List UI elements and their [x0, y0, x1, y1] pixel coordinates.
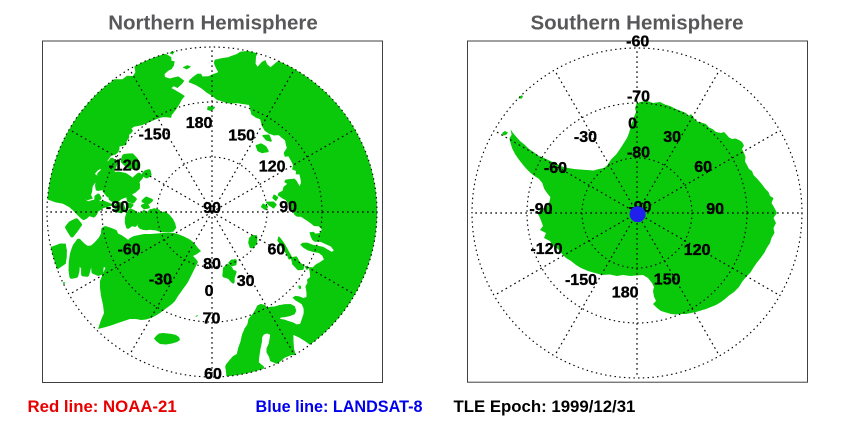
svg-text:90: 90 [279, 199, 297, 216]
svg-text:-120: -120 [530, 241, 562, 258]
svg-text:TLE Epoch: 1999/12/31: TLE Epoch: 1999/12/31 [454, 397, 636, 416]
svg-text:90: 90 [203, 200, 221, 217]
svg-text:-60: -60 [544, 160, 567, 177]
svg-text:60: 60 [694, 159, 712, 176]
svg-text:-60: -60 [626, 34, 649, 51]
svg-text:-30: -30 [574, 129, 597, 146]
svg-text:-60: -60 [118, 242, 141, 259]
svg-text:-150: -150 [565, 272, 597, 289]
svg-text:Red line: NOAA-21: Red line: NOAA-21 [28, 397, 177, 416]
svg-text:60: 60 [268, 242, 286, 259]
svg-text:90: 90 [706, 201, 724, 218]
svg-text:120: 120 [259, 158, 286, 175]
svg-text:-150: -150 [139, 127, 171, 144]
svg-text:60: 60 [204, 366, 222, 383]
svg-text:0: 0 [628, 116, 637, 133]
svg-text:180: 180 [186, 115, 213, 132]
svg-text:70: 70 [203, 311, 221, 328]
svg-text:-80: -80 [627, 145, 650, 162]
svg-text:150: 150 [654, 272, 681, 289]
svg-text:0: 0 [205, 283, 214, 300]
svg-text:-90: -90 [529, 201, 552, 218]
svg-text:Northern Hemisphere: Northern Hemisphere [108, 12, 318, 35]
svg-text:Blue line: LANDSAT-8: Blue line: LANDSAT-8 [256, 398, 423, 416]
svg-text:30: 30 [237, 273, 255, 290]
svg-text:150: 150 [228, 127, 255, 144]
svg-text:180: 180 [612, 285, 639, 302]
svg-text:80: 80 [203, 256, 221, 273]
svg-text:30: 30 [663, 129, 681, 146]
svg-text:120: 120 [684, 242, 711, 259]
svg-text:Southern Hemisphere: Southern Hemisphere [530, 12, 743, 35]
svg-text:-120: -120 [108, 158, 140, 175]
svg-text:-30: -30 [149, 271, 172, 288]
svg-text:-90: -90 [106, 199, 129, 216]
svg-text:-70: -70 [627, 89, 650, 106]
